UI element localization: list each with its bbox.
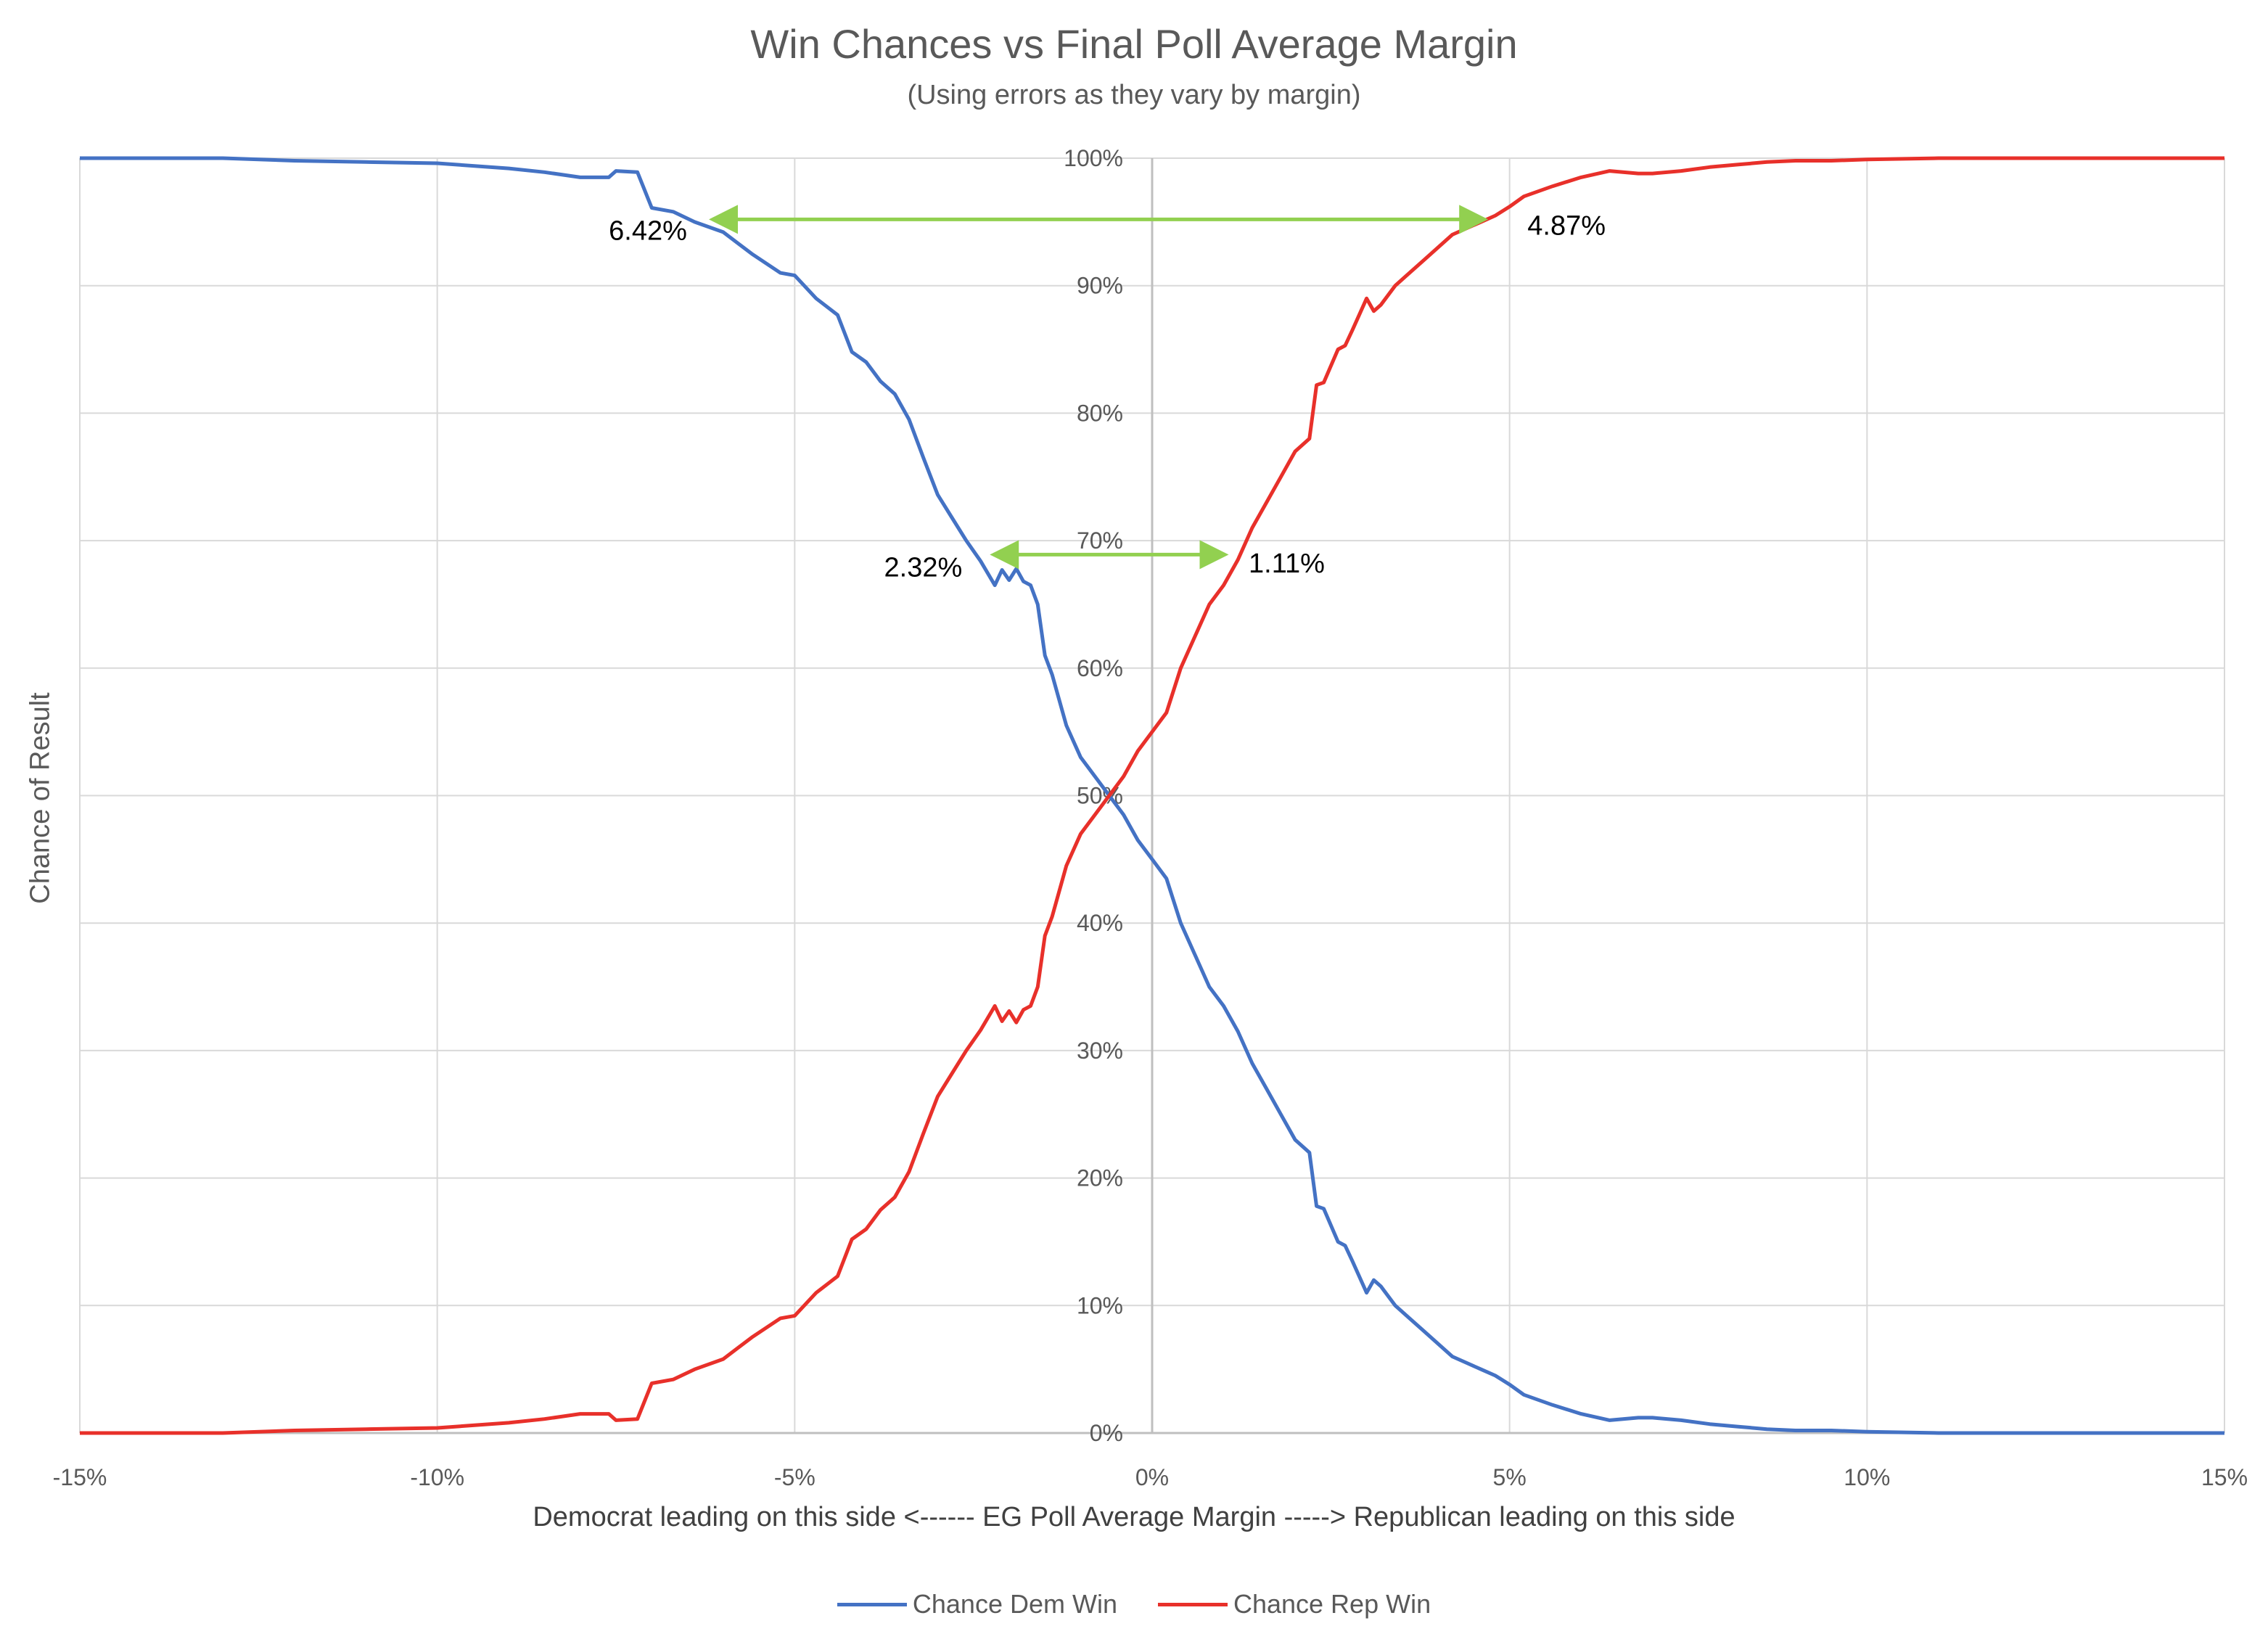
legend-swatch-rep — [1157, 1602, 1228, 1606]
x-axis-label: Democrat leading on this side <------ EG… — [533, 1502, 1735, 1532]
y-tick-label: 60% — [1077, 655, 1123, 681]
y-tick-label: 30% — [1077, 1038, 1123, 1064]
y-tick-label: 70% — [1077, 527, 1123, 554]
legend-item-rep[interactable]: Chance Rep Win — [1157, 1589, 1431, 1619]
x-tick-label: 5% — [1493, 1464, 1527, 1490]
x-tick-label: 0% — [1135, 1464, 1169, 1490]
legend-swatch-dem — [837, 1602, 907, 1606]
series-line-dem — [80, 156, 2224, 1435]
annotation-label: 4.87% — [1527, 210, 1606, 241]
series-line-rep — [80, 156, 2224, 1435]
annotation-label: 2.32% — [884, 552, 963, 583]
legend-label-dem: Chance Dem Win — [912, 1589, 1117, 1619]
annotation-label: 1.11% — [1249, 549, 1325, 579]
chart-title: Win Chances vs Final Poll Average Margin — [750, 21, 1518, 67]
y-tick-label: 20% — [1077, 1165, 1123, 1191]
y-tick-label: 40% — [1077, 910, 1123, 936]
y-tick-label: 100% — [1064, 145, 1123, 171]
x-tick-label: -5% — [774, 1464, 815, 1490]
y-tick-label: 80% — [1077, 400, 1123, 426]
legend-item-dem[interactable]: Chance Dem Win — [837, 1589, 1117, 1619]
y-tick-label: 10% — [1077, 1292, 1123, 1318]
x-tick-label: -10% — [410, 1464, 464, 1490]
y-tick-label: 90% — [1077, 273, 1123, 299]
legend-label-rep: Chance Rep Win — [1233, 1589, 1431, 1619]
chart-subtitle: (Using errors as they vary by margin) — [907, 80, 1361, 110]
y-tick-label: 0% — [1090, 1420, 1123, 1446]
x-tick-label: -15% — [53, 1464, 107, 1490]
x-tick-label: 15% — [2201, 1464, 2248, 1490]
x-tick-label: 10% — [1844, 1464, 1890, 1490]
legend: Chance Dem Win Chance Rep Win — [0, 1589, 2268, 1619]
annotation-label: 6.42% — [609, 215, 687, 246]
